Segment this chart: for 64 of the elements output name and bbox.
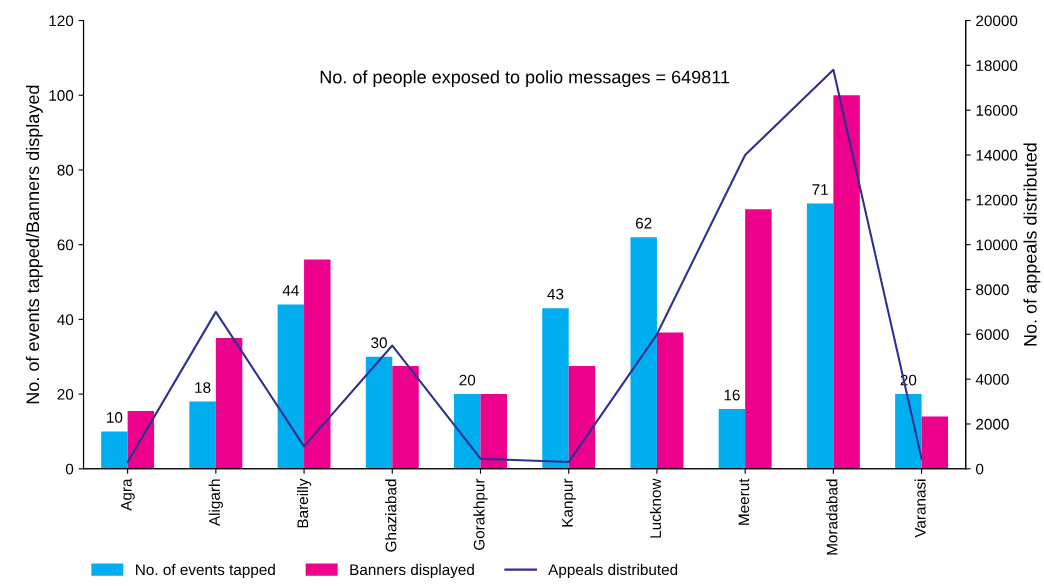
- bar: [895, 394, 922, 469]
- y-tick-label: 60: [57, 239, 74, 251]
- y-tick-label: 100: [49, 90, 74, 101]
- bar: [365, 356, 393, 469]
- y2-axis-title: No. of appeals distributed: [1023, 143, 1041, 346]
- bar: [630, 237, 657, 469]
- y-tick-label: 120: [49, 15, 74, 27]
- y-tick-label: 20: [57, 388, 74, 400]
- y2-tick-label: 16000: [976, 105, 1018, 116]
- data-label: 20: [459, 374, 476, 386]
- data-label: 16: [724, 389, 740, 401]
- bar: [277, 304, 305, 469]
- bar: [656, 332, 684, 469]
- x-tick-label: Varanasi: [914, 479, 926, 538]
- x-tick-label: Agra: [121, 478, 135, 511]
- bar: [921, 416, 949, 469]
- x-tick-label: Moradabad: [826, 479, 838, 555]
- data-label: 71: [812, 184, 828, 195]
- y2-tick-label: 14000: [976, 149, 1018, 161]
- bar: [454, 394, 481, 469]
- legend-label: No. of events tapped: [136, 563, 275, 579]
- data-label: 43: [547, 288, 564, 300]
- data-label: 44: [282, 285, 299, 296]
- line-series: [126, 68, 923, 464]
- y2-tick-label: 18000: [976, 60, 1018, 72]
- x-tick-label: Lucknow: [649, 478, 662, 538]
- bar: [304, 259, 331, 469]
- x-tick-label: Ghaziabad: [385, 479, 397, 552]
- y2-tick-label: 6000: [976, 329, 1009, 340]
- x-tick-label: Aligarh: [208, 479, 223, 527]
- bar: [215, 338, 243, 469]
- x-tick-label: Kanpur: [562, 478, 576, 527]
- bar: [127, 410, 155, 469]
- bar: [745, 209, 772, 469]
- data-label: 30: [371, 337, 387, 349]
- y2-tick-label: 20000: [976, 15, 1018, 27]
- data-label: 62: [635, 217, 652, 229]
- x-tick-label: Meerut: [738, 478, 750, 525]
- bar: [718, 409, 746, 469]
- bar: [833, 95, 860, 469]
- bar: [542, 308, 569, 469]
- y-axis-title: No. of events tapped/Banners displayed: [25, 85, 43, 404]
- x-tick-label: Gorakhpur: [473, 478, 488, 550]
- bar: [189, 401, 216, 469]
- legend-label: Appeals distributed: [548, 563, 678, 579]
- y2-tick-label: 4000: [975, 374, 1009, 385]
- data-label: 18: [195, 382, 211, 393]
- annotation: No. of people exposed to polio messages = 649811: [320, 70, 730, 88]
- bar: [568, 366, 596, 469]
- x-tick-label: Bareilly: [296, 478, 312, 528]
- y-tick-label: 80: [57, 164, 74, 176]
- y2-tick-label: 12000: [976, 194, 1018, 206]
- y-tick-label: 0: [65, 463, 74, 475]
- bar: [101, 431, 128, 469]
- y2-tick-label: 8000: [976, 284, 1009, 296]
- y-tick-label: 40: [57, 314, 74, 326]
- y2-tick-label: 10000: [976, 239, 1018, 251]
- legend-label: Banners displayed: [350, 563, 474, 579]
- y2-tick-label: 2000: [976, 418, 1009, 430]
- bar: [480, 394, 507, 469]
- bar: [392, 366, 419, 469]
- data-label: 10: [107, 412, 123, 423]
- y2-tick-label: 0: [976, 463, 984, 475]
- bar: [806, 203, 834, 469]
